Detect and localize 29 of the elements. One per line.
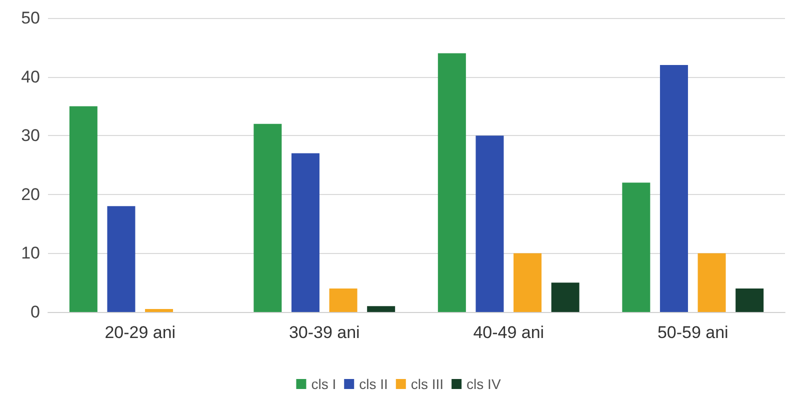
bar	[291, 153, 320, 312]
bar	[145, 309, 174, 312]
bar	[660, 65, 688, 312]
x-tick-label: 50-59 ani	[657, 323, 728, 342]
bar	[551, 282, 580, 312]
legend-label: cls III	[410, 376, 444, 392]
bar	[329, 288, 358, 312]
bar	[254, 124, 282, 312]
bar	[514, 253, 542, 312]
y-tick-label: 10	[21, 244, 40, 263]
bar	[476, 136, 504, 312]
y-tick-label: 30	[21, 126, 40, 146]
legend-label: cls IV	[466, 376, 502, 392]
bar	[367, 306, 396, 312]
y-tick-label: 50	[21, 8, 40, 28]
bar	[698, 253, 726, 312]
bar	[622, 182, 650, 312]
x-tick-label: 40-49 ani	[473, 323, 544, 342]
x-tick-label: 30-39 ani	[288, 323, 360, 342]
bar	[438, 53, 466, 312]
y-tick-label: 0	[30, 302, 40, 322]
bar	[69, 106, 98, 312]
y-tick-label: 40	[21, 67, 40, 86]
legend-label: cls I	[311, 376, 336, 392]
bar	[107, 206, 136, 312]
legend-label: cls II	[359, 376, 388, 392]
y-tick-label: 20	[21, 184, 40, 204]
bar	[736, 288, 764, 312]
x-tick-label: 20-29 ani	[104, 323, 176, 342]
